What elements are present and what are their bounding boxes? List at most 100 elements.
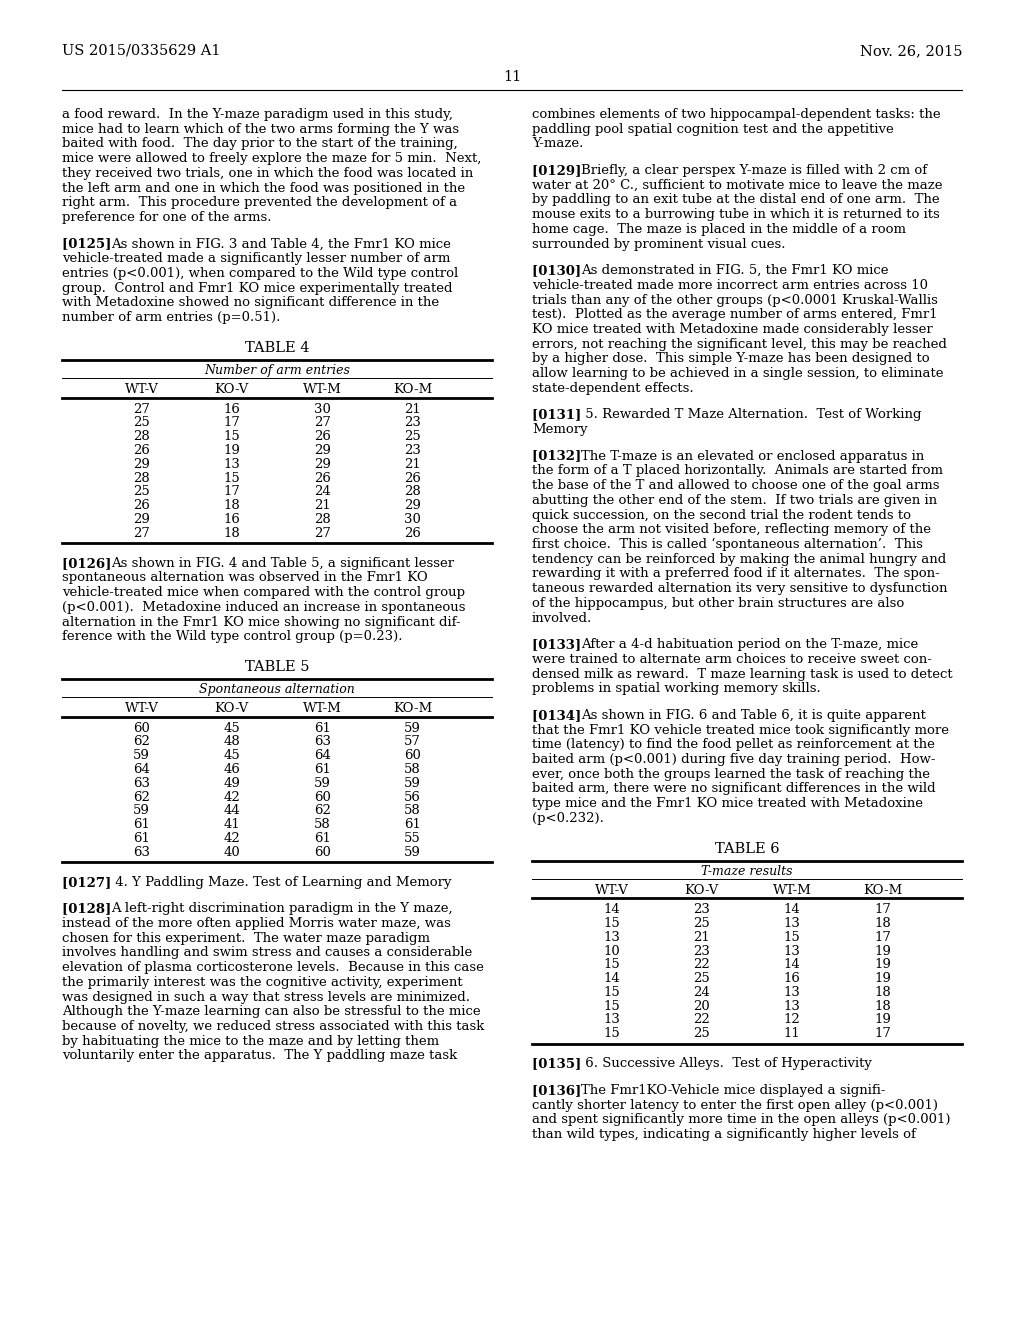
Text: 29: 29	[313, 444, 331, 457]
Text: Nov. 26, 2015: Nov. 26, 2015	[859, 44, 962, 58]
Text: state-dependent effects.: state-dependent effects.	[532, 381, 693, 395]
Text: 45: 45	[223, 750, 241, 762]
Text: 23: 23	[404, 444, 421, 457]
Text: 16: 16	[223, 513, 241, 525]
Text: ever, once both the groups learned the task of reaching the: ever, once both the groups learned the t…	[532, 768, 930, 780]
Text: 61: 61	[313, 832, 331, 845]
Text: 19: 19	[874, 945, 891, 957]
Text: time (latency) to find the food pellet as reinforcement at the: time (latency) to find the food pellet a…	[532, 738, 935, 751]
Text: TABLE 5: TABLE 5	[245, 660, 309, 675]
Text: 28: 28	[133, 430, 150, 444]
Text: 63: 63	[133, 776, 151, 789]
Text: 18: 18	[223, 499, 241, 512]
Text: the base of the T and allowed to choose one of the goal arms: the base of the T and allowed to choose …	[532, 479, 939, 492]
Text: 60: 60	[313, 791, 331, 804]
Text: TABLE 6: TABLE 6	[715, 842, 779, 855]
Text: 21: 21	[404, 458, 421, 471]
Text: After a 4-d habituation period on the T-maze, mice: After a 4-d habituation period on the T-…	[582, 638, 919, 651]
Text: 18: 18	[874, 986, 891, 999]
Text: 63: 63	[133, 846, 151, 859]
Text: Number of arm entries: Number of arm entries	[204, 364, 350, 378]
Text: Briefly, a clear perspex Y-maze is filled with 2 cm of: Briefly, a clear perspex Y-maze is fille…	[582, 164, 928, 177]
Text: ference with the Wild type control group (p=0.23).: ference with the Wild type control group…	[62, 630, 402, 643]
Text: KO mice treated with Metadoxine made considerably lesser: KO mice treated with Metadoxine made con…	[532, 323, 933, 337]
Text: 62: 62	[313, 804, 331, 817]
Text: [0133]: [0133]	[532, 638, 600, 651]
Text: because of novelty, we reduced stress associated with this task: because of novelty, we reduced stress as…	[62, 1020, 484, 1034]
Text: 46: 46	[223, 763, 241, 776]
Text: baited with food.  The day prior to the start of the training,: baited with food. The day prior to the s…	[62, 137, 458, 150]
Text: T-maze results: T-maze results	[701, 865, 793, 878]
Text: 25: 25	[133, 416, 150, 429]
Text: 13: 13	[603, 931, 620, 944]
Text: Spontaneous alternation: Spontaneous alternation	[199, 684, 355, 696]
Text: 27: 27	[313, 416, 331, 429]
Text: 11: 11	[783, 1027, 801, 1040]
Text: WT-M: WT-M	[303, 702, 342, 715]
Text: surrounded by prominent visual cues.: surrounded by prominent visual cues.	[532, 238, 785, 251]
Text: [0131]: [0131]	[532, 408, 600, 421]
Text: 16: 16	[783, 972, 801, 985]
Text: 28: 28	[404, 486, 421, 498]
Text: 14: 14	[603, 972, 620, 985]
Text: The T-maze is an elevated or enclosed apparatus in: The T-maze is an elevated or enclosed ap…	[582, 450, 925, 462]
Text: 15: 15	[603, 986, 620, 999]
Text: vehicle-treated made more incorrect arm entries across 10: vehicle-treated made more incorrect arm …	[532, 279, 928, 292]
Text: 18: 18	[874, 917, 891, 931]
Text: [0134]: [0134]	[532, 709, 600, 722]
Text: by paddling to an exit tube at the distal end of one arm.  The: by paddling to an exit tube at the dista…	[532, 194, 940, 206]
Text: 42: 42	[223, 832, 241, 845]
Text: 25: 25	[693, 917, 711, 931]
Text: 58: 58	[404, 763, 421, 776]
Text: 17: 17	[874, 903, 891, 916]
Text: 14: 14	[783, 958, 801, 972]
Text: 61: 61	[133, 832, 150, 845]
Text: 4. Y Paddling Maze. Test of Learning and Memory: 4. Y Paddling Maze. Test of Learning and…	[112, 875, 452, 888]
Text: vehicle-treated mice when compared with the control group: vehicle-treated mice when compared with …	[62, 586, 465, 599]
Text: WT-V: WT-V	[595, 884, 629, 898]
Text: 13: 13	[783, 945, 801, 957]
Text: 21: 21	[313, 499, 331, 512]
Text: (p<0.232).: (p<0.232).	[532, 812, 604, 825]
Text: 59: 59	[404, 722, 421, 735]
Text: 5. Rewarded T Maze Alternation.  Test of Working: 5. Rewarded T Maze Alternation. Test of …	[582, 408, 922, 421]
Text: 62: 62	[133, 735, 150, 748]
Text: As shown in FIG. 6 and Table 6, it is quite apparent: As shown in FIG. 6 and Table 6, it is qu…	[582, 709, 927, 722]
Text: 58: 58	[404, 804, 421, 817]
Text: entries (p<0.001), when compared to the Wild type control: entries (p<0.001), when compared to the …	[62, 267, 459, 280]
Text: the left arm and one in which the food was positioned in the: the left arm and one in which the food w…	[62, 182, 465, 194]
Text: and spent significantly more time in the open alleys (p<0.001): and spent significantly more time in the…	[532, 1113, 950, 1126]
Text: Although the Y-maze learning can also be stressful to the mice: Although the Y-maze learning can also be…	[62, 1006, 480, 1018]
Text: 26: 26	[313, 430, 331, 444]
Text: 57: 57	[404, 735, 421, 748]
Text: first choice.  This is called ‘spontaneous alternation’.  This: first choice. This is called ‘spontaneou…	[532, 539, 923, 552]
Text: 49: 49	[223, 776, 241, 789]
Text: chosen for this experiment.  The water maze paradigm: chosen for this experiment. The water ma…	[62, 932, 430, 945]
Text: 18: 18	[874, 999, 891, 1012]
Text: As demonstrated in FIG. 5, the Fmr1 KO mice: As demonstrated in FIG. 5, the Fmr1 KO m…	[582, 264, 889, 277]
Text: voluntarily enter the apparatus.  The Y paddling maze task: voluntarily enter the apparatus. The Y p…	[62, 1049, 458, 1063]
Text: 15: 15	[603, 1027, 620, 1040]
Text: 29: 29	[133, 513, 150, 525]
Text: A left-right discrimination paradigm in the Y maze,: A left-right discrimination paradigm in …	[112, 902, 453, 915]
Text: 42: 42	[223, 791, 241, 804]
Text: 28: 28	[313, 513, 331, 525]
Text: TABLE 4: TABLE 4	[245, 342, 309, 355]
Text: KO-V: KO-V	[685, 884, 719, 898]
Text: was designed in such a way that stress levels are minimized.: was designed in such a way that stress l…	[62, 990, 470, 1003]
Text: 27: 27	[133, 527, 150, 540]
Text: 15: 15	[603, 917, 620, 931]
Text: KO-M: KO-M	[863, 884, 902, 898]
Text: a food reward.  In the Y-maze paradigm used in this study,: a food reward. In the Y-maze paradigm us…	[62, 108, 453, 121]
Text: 19: 19	[874, 972, 891, 985]
Text: vehicle-treated made a significantly lesser number of arm: vehicle-treated made a significantly les…	[62, 252, 451, 265]
Text: 41: 41	[223, 818, 241, 832]
Text: 26: 26	[404, 527, 421, 540]
Text: abutting the other end of the stem.  If two trials are given in: abutting the other end of the stem. If t…	[532, 494, 937, 507]
Text: 29: 29	[313, 458, 331, 471]
Text: The Fmr1KO-Vehicle mice displayed a signifi-: The Fmr1KO-Vehicle mice displayed a sign…	[582, 1084, 886, 1097]
Text: [0126]: [0126]	[62, 557, 130, 570]
Text: [0132]: [0132]	[532, 450, 600, 462]
Text: [0130]: [0130]	[532, 264, 600, 277]
Text: As shown in FIG. 4 and Table 5, a significant lesser: As shown in FIG. 4 and Table 5, a signif…	[112, 557, 455, 570]
